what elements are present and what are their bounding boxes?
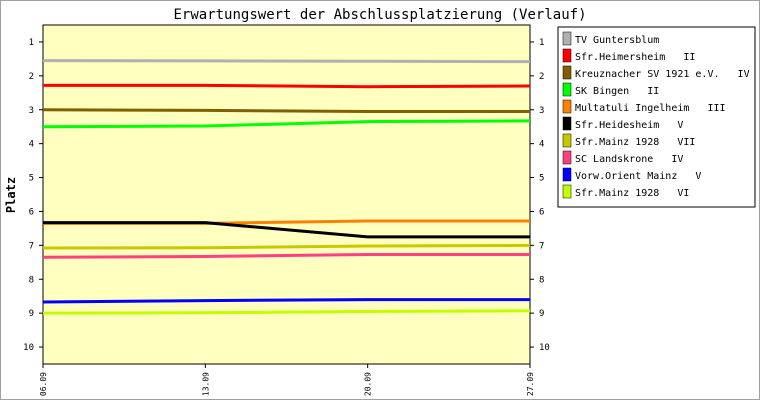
y-tick-label-left: 5: [29, 174, 34, 184]
x-tick-label: 20.09: [364, 372, 373, 396]
legend-label: Multatuli Ingelheim III: [575, 103, 726, 114]
series-line-8: [42, 253, 530, 259]
legend-swatch: [562, 116, 572, 131]
legend-swatch: [562, 65, 572, 80]
y-tick-label-right: 7: [539, 241, 544, 251]
legend-label: SC Landskrone IV: [575, 154, 683, 165]
series-line-9: [42, 298, 530, 304]
series-line-3: [42, 108, 530, 113]
y-tick-label-right: 9: [539, 309, 544, 319]
series-line-6: [43, 221, 530, 239]
y-tick-label-left: 7: [29, 241, 34, 251]
legend-label: Vorw.Orient Mainz V: [575, 171, 701, 182]
legend-swatch: [562, 167, 572, 182]
legend-label: Sfr.Mainz 1928 VI: [575, 188, 689, 199]
y-tick-label-left: 1: [29, 38, 34, 48]
y-tick-label-right: 6: [539, 207, 544, 217]
legend-label: TV Guntersblum: [575, 35, 659, 46]
y-tick-label-right: 2: [539, 72, 544, 82]
legend-swatch: [562, 184, 572, 199]
series-line-2: [43, 83, 531, 89]
legend-swatch: [562, 31, 572, 46]
legend-label: SK Bingen II: [575, 86, 659, 97]
y-tick-label-left: 3: [29, 106, 34, 116]
series-lines: [42, 59, 531, 315]
x-tick-label: 27.09: [526, 372, 535, 396]
y-tick-label-left: 2: [29, 72, 34, 82]
series-line-7: [42, 243, 531, 250]
legend-label: Sfr.Heidesheim V: [575, 120, 683, 131]
y-tick-label-right: 4: [539, 140, 544, 150]
plot-area: [42, 24, 531, 365]
x-tick-label: 06.09: [39, 372, 48, 396]
series-line-1: [42, 59, 531, 64]
legend-swatch: [562, 150, 572, 165]
y-tick-label-left: 8: [29, 275, 34, 285]
series-line-10: [42, 309, 531, 315]
legend: TV Guntersblum Sfr.Heimersheim II Kreuznac…: [557, 26, 756, 208]
legend-label: Sfr.Mainz 1928 VII: [575, 137, 695, 148]
y-tick-label-right: 3: [539, 106, 544, 116]
y-tick-label-left: 9: [29, 309, 34, 319]
y-tick-label-right: 8: [539, 275, 544, 285]
axes: 1 1 2 2 3 3 4 4 5 5 6 6 7 7 8 8 9 9 10 10 06.09 13.09 20.09 27.…: [23, 38, 550, 396]
legend-swatch: [562, 133, 572, 148]
y-tick-label-left: 10: [23, 343, 34, 353]
y-tick-label-right: 1: [539, 38, 544, 48]
series-line-4: [42, 119, 531, 129]
y-axis-label: Platz: [4, 177, 18, 213]
legend-swatch: [562, 48, 572, 63]
y-tick-label-left: 4: [29, 140, 34, 150]
legend-label: Sfr.Heimersheim II: [575, 52, 695, 63]
chart-title: Erwartungswert der Abschlussplatzierung …: [173, 7, 586, 23]
y-tick-label-right: 5: [539, 174, 544, 184]
legend-label: Kreuznacher SV 1921 e.V. IV: [575, 69, 750, 80]
legend-swatch: [562, 82, 572, 97]
legend-box: [557, 26, 756, 208]
x-tick-label: 13.09: [201, 372, 210, 396]
legend-swatch: [562, 99, 572, 114]
y-tick-label-left: 6: [29, 207, 34, 217]
y-tick-label-right: 10: [539, 343, 550, 353]
